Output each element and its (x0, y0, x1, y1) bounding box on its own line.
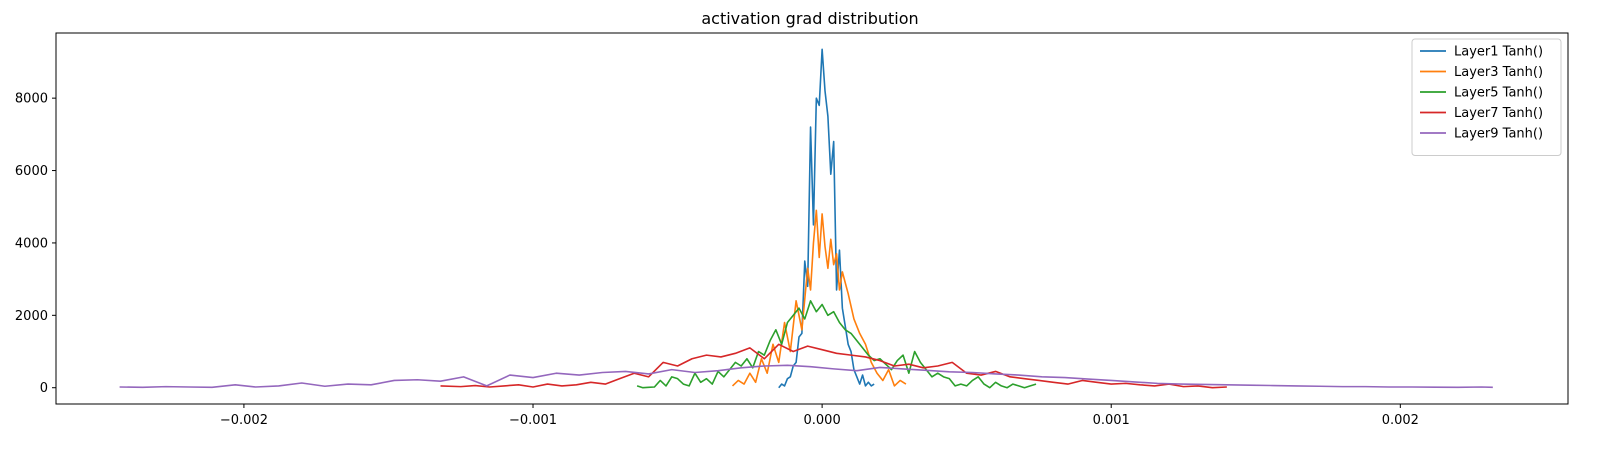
legend-label: Layer9 Tanh() (1454, 127, 1543, 142)
y-tick-label: 0 (40, 381, 48, 396)
series-line-2 (731, 209, 907, 387)
series-line-4 (440, 343, 1227, 389)
legend: Layer1 Tanh() Layer3 Tanh() Layer5 Tanh() L… (1411, 38, 1562, 156)
y-tick-label: 6000 (15, 164, 48, 179)
x-axis: −0.002 −0.001 0.000 0.001 0.002 (220, 404, 1419, 428)
legend-label: Layer7 Tanh() (1454, 106, 1543, 121)
y-tick-label: 4000 (15, 236, 48, 251)
x-tick-label: −0.002 (220, 413, 268, 428)
legend-label: Layer3 Tanh() (1454, 65, 1543, 80)
x-tick-label: −0.001 (509, 413, 557, 428)
y-tick-label: 2000 (15, 309, 48, 324)
chart-title: activation grad distribution (701, 9, 918, 28)
series-line-5 (119, 364, 1493, 389)
legend-label: Layer5 Tanh() (1454, 86, 1543, 101)
legend-box (1411, 38, 1562, 156)
x-tick-label: 0.002 (1382, 413, 1419, 428)
series-line-1 (778, 48, 875, 389)
y-axis: 0 2000 4000 6000 8000 (15, 92, 56, 396)
series-line-3 (636, 300, 1037, 389)
legend-label: Layer1 Tanh() (1454, 45, 1543, 60)
plot-area (119, 48, 1493, 389)
y-tick-label: 8000 (15, 92, 48, 107)
x-tick-label: 0.000 (804, 413, 841, 428)
axes-frame (55, 32, 1569, 405)
x-tick-label: 0.001 (1093, 413, 1130, 428)
